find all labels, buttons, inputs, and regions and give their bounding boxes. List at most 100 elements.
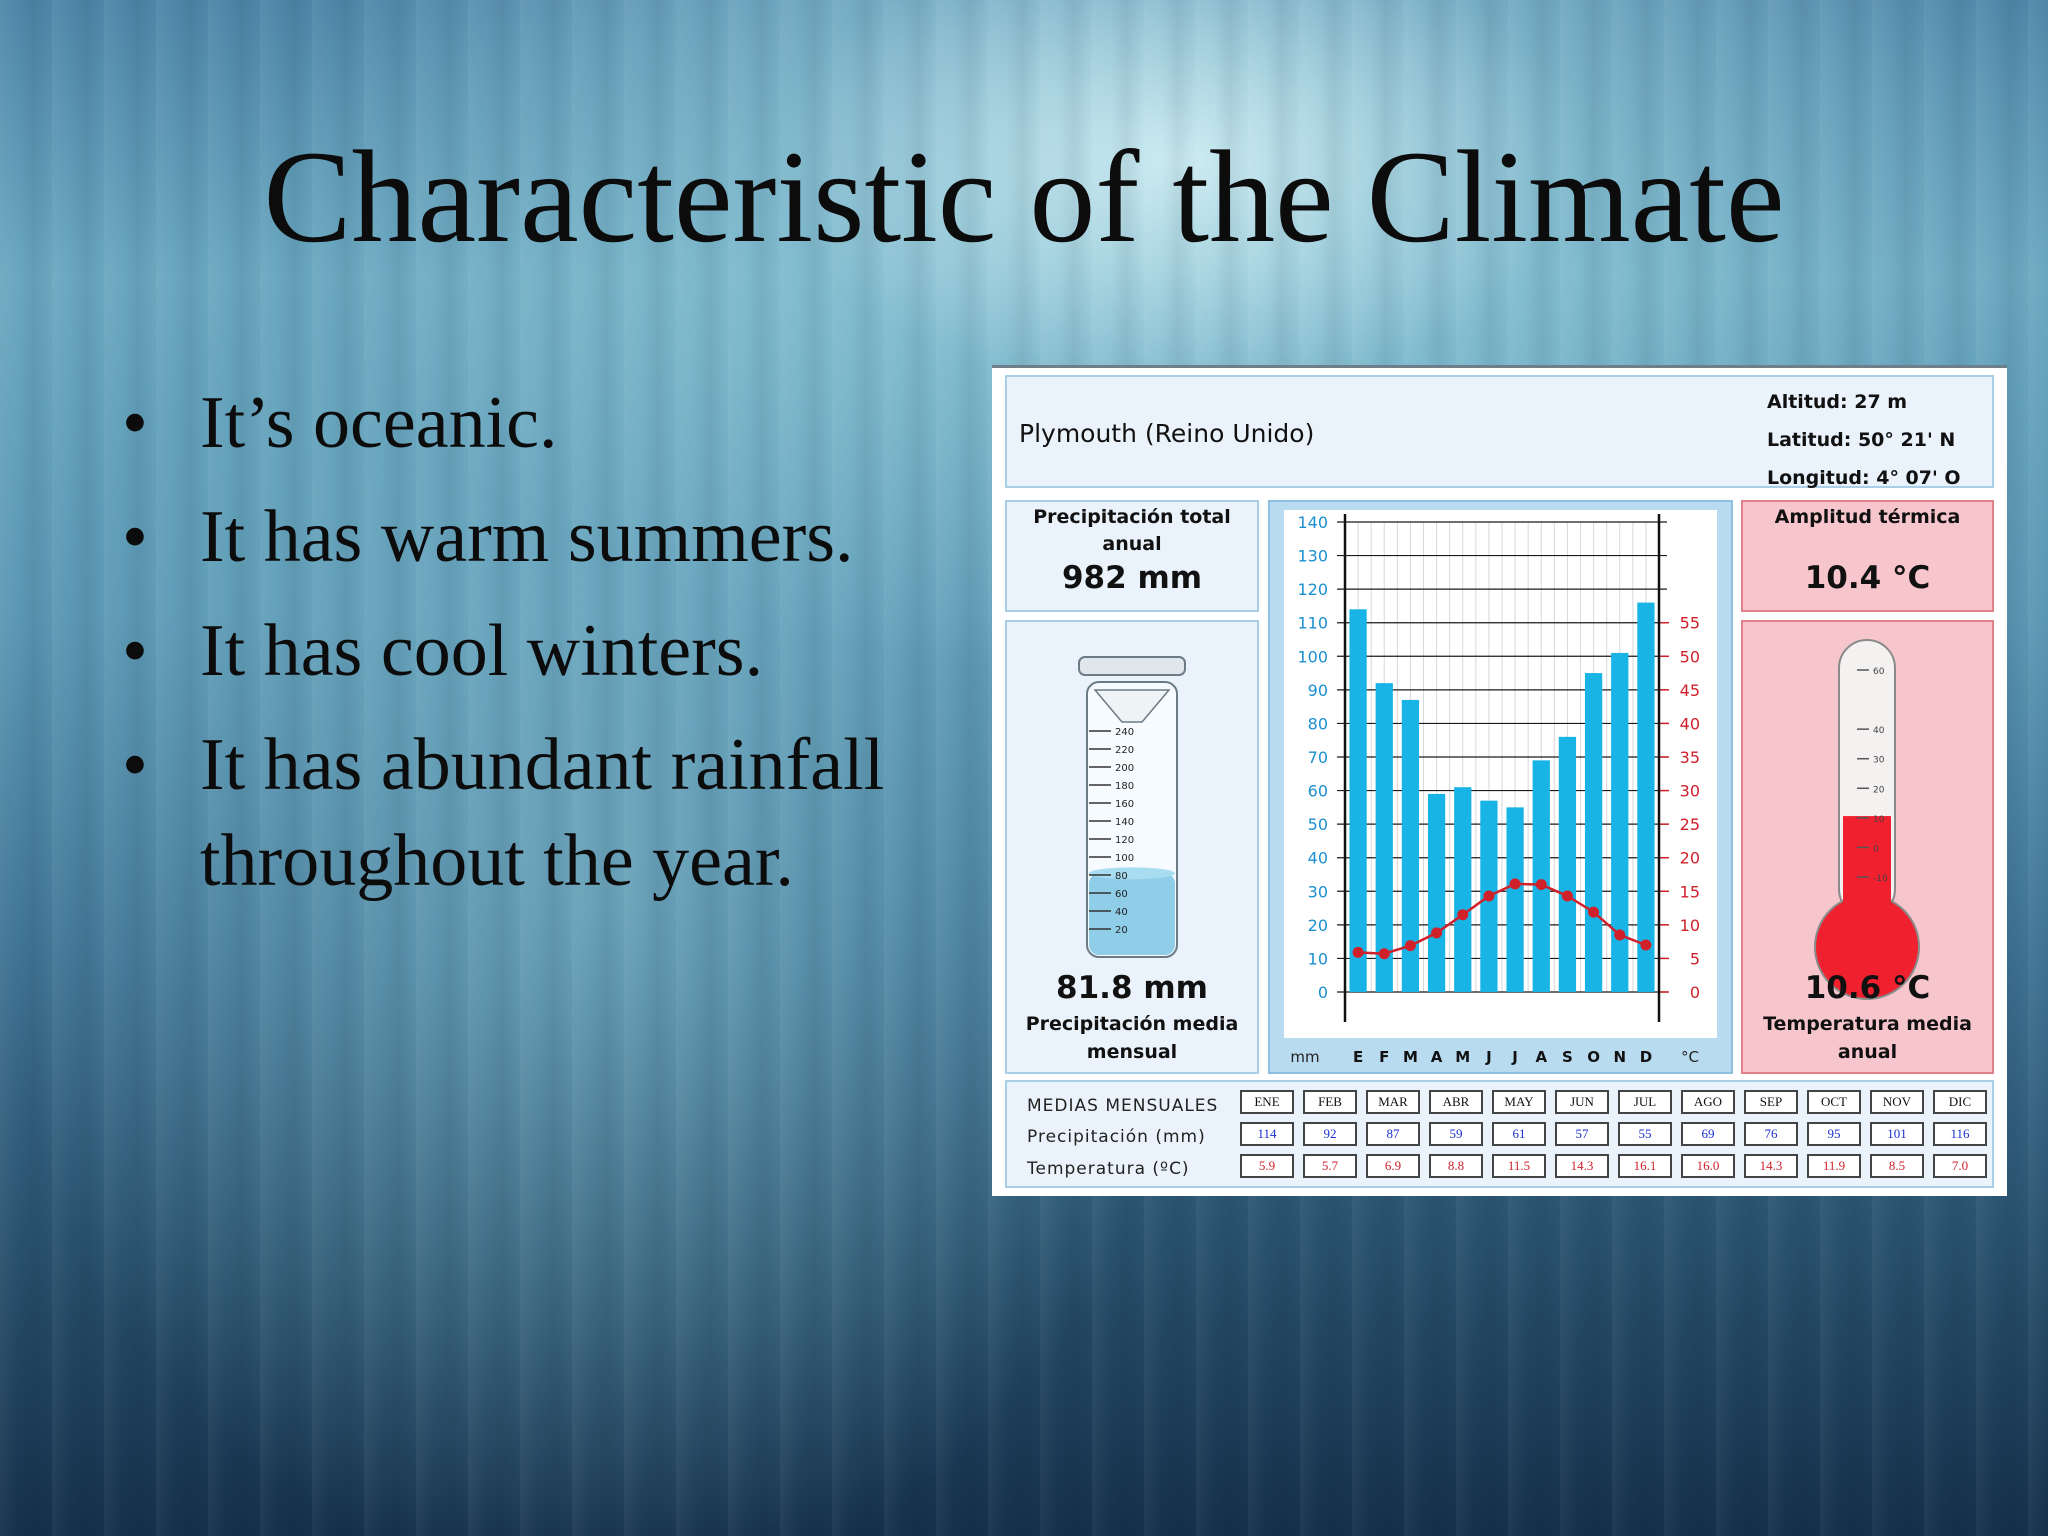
amplitude-panel: Amplitud térmica 10.4 °C xyxy=(1741,500,1994,612)
temperature-point xyxy=(1561,890,1573,902)
table-month-cell: ENE xyxy=(1240,1090,1294,1114)
table-temp-cell: 11.5 xyxy=(1492,1154,1546,1178)
total-precip-value: 982 mm xyxy=(1061,560,1203,596)
total-precip-panel: Precipitación total anual 982 mm xyxy=(1005,500,1259,612)
right-axis-tick-label: 10 xyxy=(1680,916,1700,935)
left-axis-tick-label: 80 xyxy=(1308,714,1328,733)
precip-bar xyxy=(1401,699,1420,992)
table-month-cell: NOV xyxy=(1870,1090,1924,1114)
left-axis-tick-label: 90 xyxy=(1308,681,1328,700)
temperature-point xyxy=(1588,906,1600,918)
cylinder-tick-label: 20 xyxy=(1115,925,1128,936)
left-axis-tick-label: 140 xyxy=(1297,513,1328,532)
cylinder-tick-label: 60 xyxy=(1115,889,1128,900)
table-precip-cell: 57 xyxy=(1555,1122,1609,1146)
right-axis-tick-label: 5 xyxy=(1690,949,1700,968)
cylinder-funnel xyxy=(1093,689,1171,723)
monthly-precip-label: Precipitación media mensual xyxy=(1025,1013,1239,1063)
right-axis-unit: °C xyxy=(1681,1048,1699,1066)
cylinder-tick-label: 100 xyxy=(1115,853,1134,864)
bullet-dot: • xyxy=(122,724,148,806)
month-label: E xyxy=(1353,1048,1363,1066)
left-axis-tick-label: 10 xyxy=(1308,949,1328,968)
table-month-cell: ABR xyxy=(1429,1090,1483,1114)
table-month-cell: SEP xyxy=(1744,1090,1798,1114)
measuring-cylinder-icon: 240 220 200 180 160 140 120 100 80 60 40 20 xyxy=(1078,656,1186,958)
table-temp-cell: 8.8 xyxy=(1429,1154,1483,1178)
month-label: O xyxy=(1587,1048,1600,1066)
left-axis-tick-label: 120 xyxy=(1297,580,1328,599)
month-label: S xyxy=(1562,1048,1573,1066)
station-header: Plymouth (Reino Unido) Altitud: 27 m Lat… xyxy=(1005,375,1994,489)
left-axis-tick-label: 70 xyxy=(1308,748,1328,767)
table-temp-cell: 16.0 xyxy=(1681,1154,1735,1178)
precip-bar xyxy=(1532,760,1550,992)
thermometer-tick-label: 20 xyxy=(1873,785,1885,795)
right-axis-tick-label: 35 xyxy=(1680,748,1700,767)
table-precip-cell: 92 xyxy=(1303,1122,1357,1146)
table-temp-cell: 11.9 xyxy=(1807,1154,1861,1178)
thermometer-tick-label: 60 xyxy=(1873,667,1885,677)
cylinder-tick-label: 40 xyxy=(1115,907,1128,918)
table-precip-cell: 76 xyxy=(1744,1122,1798,1146)
table-precip-cell: 87 xyxy=(1366,1122,1420,1146)
cylinder-water xyxy=(1089,873,1175,955)
station-longitude: Longitud: 4° 07' O xyxy=(1767,467,1961,489)
temperature-point xyxy=(1457,909,1469,921)
month-label: J xyxy=(1485,1048,1492,1066)
precip-bar xyxy=(1558,736,1577,992)
slide-title: Characteristic of the Climate xyxy=(263,123,1785,270)
table-temp-label: Temperatura (ºC) xyxy=(1027,1159,1190,1179)
monthly-table: MEDIAS MENSUALES Precipitación (mm) Temp… xyxy=(1005,1080,1994,1188)
precip-bar xyxy=(1427,793,1446,992)
mean-temp-value: 10.6 °C xyxy=(1804,970,1931,1006)
right-axis-tick-label: 55 xyxy=(1680,614,1700,633)
temperature-point xyxy=(1431,927,1443,939)
left-axis-tick-label: 100 xyxy=(1297,647,1328,666)
table-precip-cell: 101 xyxy=(1870,1122,1924,1146)
temperature-point xyxy=(1640,939,1652,951)
temperature-point xyxy=(1404,940,1416,952)
table-precip-cell: 69 xyxy=(1681,1122,1735,1146)
mean-temp-panel: 60 40 30 20 10 0 -10 10.6 °C Temperatura media… xyxy=(1741,620,1994,1074)
cylinder-tick-label: 160 xyxy=(1115,799,1134,810)
bullet-item: • It has abundant rainfall throughout the… xyxy=(122,717,1002,909)
temperature-point xyxy=(1378,948,1390,960)
total-precip-label: Precipitación total anual xyxy=(1033,506,1231,555)
left-axis-tick-label: 130 xyxy=(1297,547,1328,566)
precip-bar xyxy=(1454,787,1472,992)
cylinder-tick-label: 80 xyxy=(1115,871,1128,882)
table-precip-cell: 59 xyxy=(1429,1122,1483,1146)
month-label: A xyxy=(1431,1048,1443,1066)
station-altitude: Altitud: 27 m xyxy=(1767,391,1908,413)
right-axis-tick-label: 15 xyxy=(1680,882,1700,901)
bullet-dot: • xyxy=(122,382,148,464)
precip-bar xyxy=(1611,652,1629,992)
month-label: J xyxy=(1511,1048,1518,1066)
cylinder-tick-label: 240 xyxy=(1115,727,1134,738)
climate-diagram: Plymouth (Reino Unido) Altitud: 27 m Lat… xyxy=(992,365,2007,1196)
temperature-point xyxy=(1614,929,1626,941)
climograph-chart: 0 10 20 30 40 50 60 70 80 90 100 110 120 130 140 0 5 10 15… xyxy=(1270,510,1731,1072)
table-precip-cell: 114 xyxy=(1240,1122,1294,1146)
bullet-list: • It’s oceanic. • It has warm summers. • It… xyxy=(122,375,1002,927)
monthly-precip-value: 81.8 mm xyxy=(1056,970,1208,1006)
table-temp-cell: 7.0 xyxy=(1933,1154,1987,1178)
temperature-point xyxy=(1509,878,1521,890)
month-label: F xyxy=(1379,1048,1389,1066)
left-axis-tick-label: 40 xyxy=(1308,849,1328,868)
thermometer-tick-label: 30 xyxy=(1873,756,1885,766)
thermometer-tick-label: 40 xyxy=(1873,726,1885,736)
table-precip-cell: 55 xyxy=(1618,1122,1672,1146)
left-axis-tick-label: 30 xyxy=(1308,882,1328,901)
water-surface xyxy=(1089,867,1175,880)
bullet-text: It’s oceanic. xyxy=(200,382,558,464)
left-axis-tick-label: 110 xyxy=(1297,614,1328,633)
bullet-text: It has warm summers. xyxy=(200,496,854,578)
table-temp-cell: 5.9 xyxy=(1240,1154,1294,1178)
cylinder-tick-label: 120 xyxy=(1115,835,1134,846)
table-temp-cell: 6.9 xyxy=(1366,1154,1420,1178)
table-header-label: MEDIAS MENSUALES xyxy=(1027,1096,1219,1116)
temperature-point xyxy=(1352,946,1364,958)
